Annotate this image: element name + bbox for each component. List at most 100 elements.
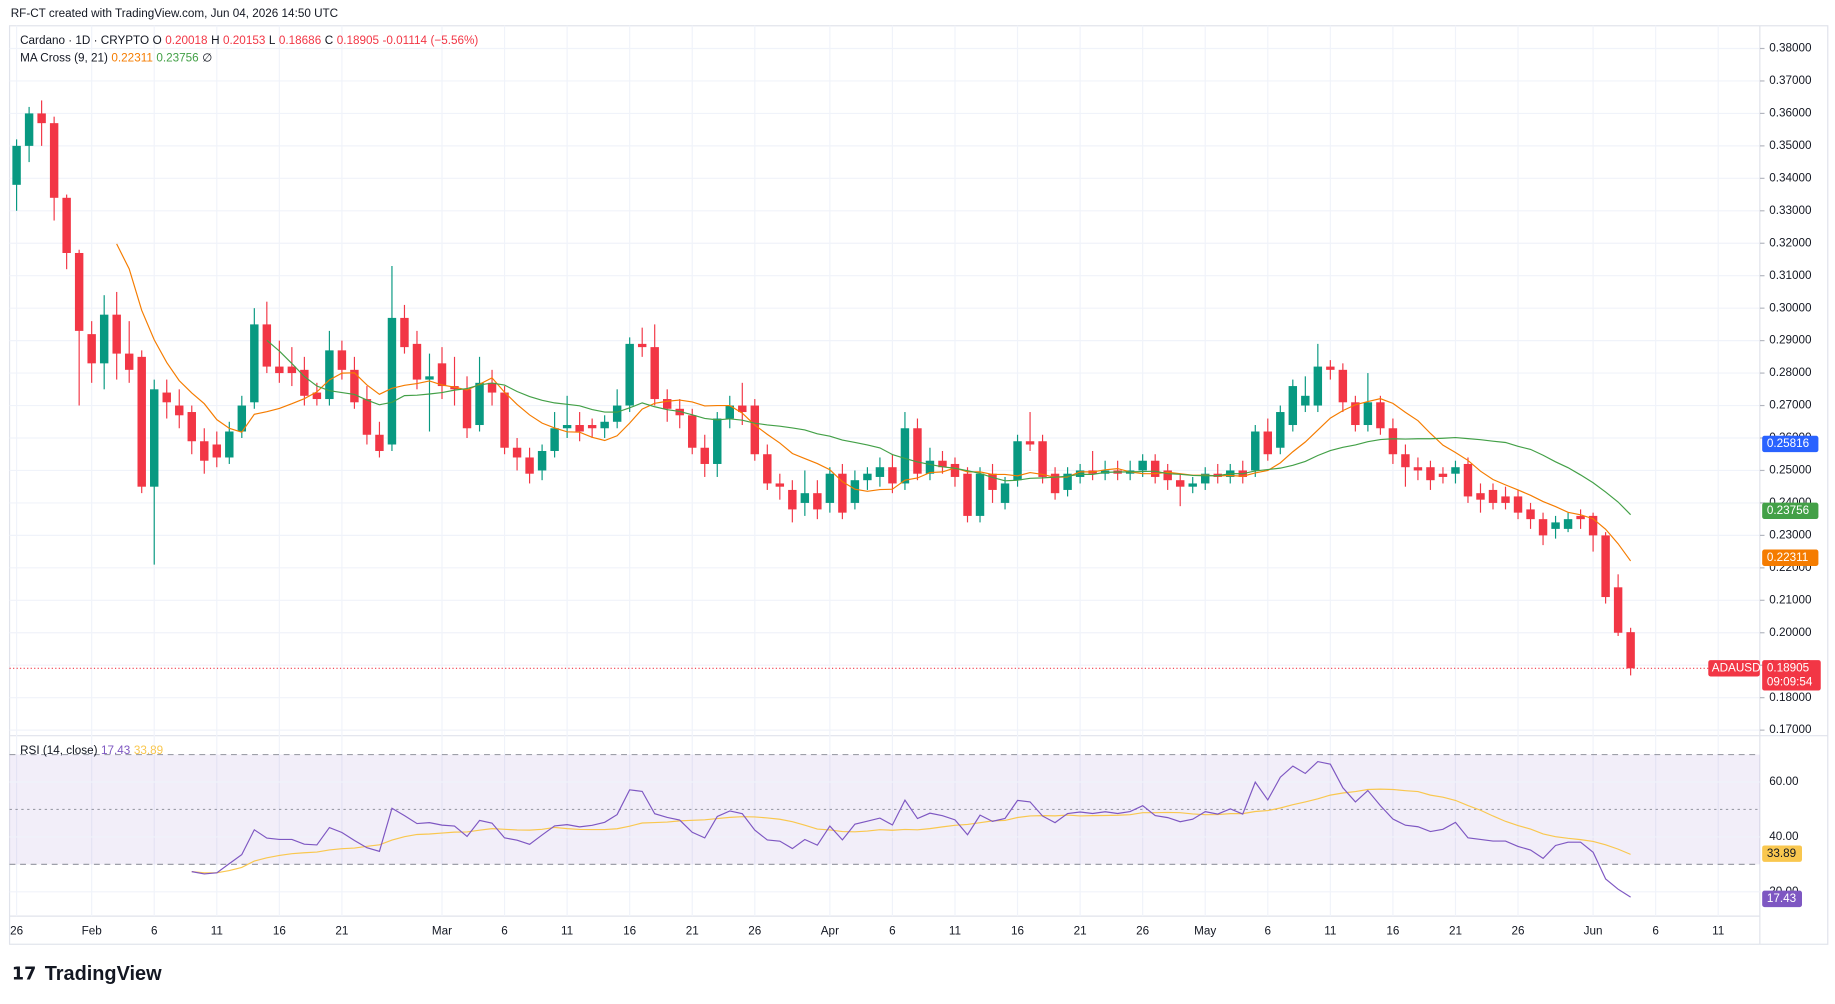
candle-body xyxy=(1438,473,1448,477)
x-tick-label: 6 xyxy=(1652,924,1659,937)
candle-body xyxy=(1288,386,1298,426)
rsi-badge xyxy=(1762,890,1803,908)
candle-body xyxy=(1150,460,1160,477)
candle-body xyxy=(475,382,484,426)
candle-body xyxy=(212,444,222,458)
candle-body xyxy=(1251,431,1260,471)
candle-body xyxy=(1463,463,1473,497)
candle-body xyxy=(175,405,184,416)
candle-body xyxy=(800,493,810,503)
frame xyxy=(8,25,1829,945)
candle-body xyxy=(1263,431,1273,455)
rsi-badge-label: 33.89 xyxy=(1767,847,1796,860)
x-tick-label: 11 xyxy=(1324,924,1336,937)
candle-body xyxy=(1488,489,1498,503)
ma-badge xyxy=(1762,549,1819,566)
ma-extra: ∅ xyxy=(202,52,212,65)
x-tick-label: 21 xyxy=(335,924,348,937)
candle-body xyxy=(412,343,422,380)
candle-body xyxy=(587,425,597,429)
x-tick-label: 11 xyxy=(561,924,573,937)
y-tick-label: 0.37000 xyxy=(1769,74,1812,87)
readout-key: O xyxy=(153,34,162,47)
candle-body xyxy=(312,392,322,400)
candle-body xyxy=(300,369,309,396)
candle-body xyxy=(1013,441,1022,481)
candle-body xyxy=(1175,480,1185,487)
candle-body xyxy=(950,463,960,477)
symbol-tag-label: ADAUSD xyxy=(1712,661,1761,674)
readout-key: H xyxy=(211,34,219,47)
candle-body xyxy=(662,399,672,409)
candle-body xyxy=(1563,519,1573,529)
candle-body xyxy=(1138,460,1147,471)
candle-body xyxy=(1601,535,1610,598)
candle-body xyxy=(1351,402,1360,426)
candle-body xyxy=(1426,467,1435,481)
legend: Cardano · 1D · CRYPTO O 0.20018 H 0.20153 L 0.… xyxy=(20,34,478,47)
candle-body xyxy=(775,483,785,487)
candle-body xyxy=(1401,454,1410,468)
candle-body xyxy=(1538,519,1548,536)
readout-key: L xyxy=(269,34,276,47)
y-tick-label: 0.34000 xyxy=(1769,171,1812,184)
candle-body xyxy=(813,493,822,510)
candle-body xyxy=(1050,473,1060,494)
rsi-title: RSI (14, close) xyxy=(20,744,97,757)
x-tick-label: 26 xyxy=(748,924,761,937)
x-tick-label: 16 xyxy=(1011,924,1024,937)
candle-body xyxy=(738,405,747,413)
candle-body xyxy=(1551,522,1560,529)
candle-body xyxy=(637,343,647,348)
y-tick-label: 0.30000 xyxy=(1769,301,1812,314)
candle-body xyxy=(1413,467,1423,471)
candle-body xyxy=(337,350,347,370)
rsi-line xyxy=(191,760,1631,898)
ma-title: MA Cross (9, 21) xyxy=(20,52,108,65)
header: RF-CT created with TradingView.com, Jun … xyxy=(11,7,338,20)
legend: RSI (14, close) 17.43 33.89 xyxy=(20,744,163,757)
brand-logo: 𝟭𝟳 xyxy=(12,963,36,983)
candle-body xyxy=(250,324,259,403)
brand-name: TradingView xyxy=(45,963,162,985)
candle-body xyxy=(112,314,121,354)
candle-body xyxy=(825,473,835,503)
x-tick-label: 26 xyxy=(1512,924,1525,937)
candle-body xyxy=(500,392,509,448)
ma-line xyxy=(116,243,1632,562)
candle-body xyxy=(1626,632,1635,669)
candle-body xyxy=(1075,470,1085,477)
candle-body xyxy=(350,369,359,403)
candle-body xyxy=(362,399,372,435)
candle-body xyxy=(1301,395,1310,406)
candle-body xyxy=(437,363,447,387)
x-tick-label: 6 xyxy=(889,924,896,937)
candle-body xyxy=(1025,441,1035,445)
candle-body xyxy=(24,113,34,146)
rsi-tick-label: 60.00 xyxy=(1769,775,1799,788)
candle-body xyxy=(537,450,547,471)
rsi-badge-label: 17.43 xyxy=(1767,892,1796,905)
candle-body xyxy=(550,428,559,451)
y-tick-label: 0.23000 xyxy=(1769,528,1812,541)
candle-body xyxy=(12,145,21,185)
candle-body xyxy=(850,480,860,503)
last-price-label: 0.18905 xyxy=(1767,661,1810,674)
change-pct: (−5.56%) xyxy=(431,34,479,47)
x-tick-label: 6 xyxy=(501,924,508,937)
candle-body xyxy=(387,317,397,445)
y-tick-label: 0.18000 xyxy=(1769,691,1812,704)
candle-body xyxy=(1063,473,1072,490)
candle-body xyxy=(74,252,84,331)
y-tick-label: 0.17000 xyxy=(1769,723,1812,736)
x-tick-label: 16 xyxy=(623,924,636,937)
candle-body xyxy=(562,425,572,429)
candle-body xyxy=(650,347,659,400)
candle-body xyxy=(99,314,109,364)
candle-body xyxy=(1313,366,1323,406)
y-tick-label: 0.33000 xyxy=(1769,204,1812,217)
y-tick-label: 0.29000 xyxy=(1769,334,1812,347)
candle-body xyxy=(888,467,897,484)
x-tick-label: May xyxy=(1194,924,1216,937)
candle-body xyxy=(1276,412,1285,448)
